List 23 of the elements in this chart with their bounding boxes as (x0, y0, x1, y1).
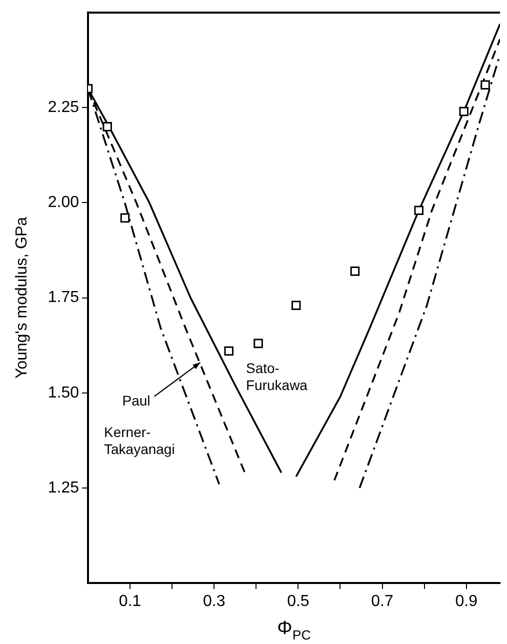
y-tick-label: 1.75 (48, 289, 80, 306)
y-tick-label: 1.50 (48, 384, 80, 402)
point (414, 206, 424, 215)
y-axis-title: Young's modulus, GPa (13, 216, 30, 379)
point (120, 213, 130, 223)
point (102, 122, 112, 132)
point (480, 80, 490, 90)
point (224, 346, 234, 356)
annotation: Kerner-Takayanagi (104, 424, 175, 457)
x-tick-label: 0.1 (118, 593, 142, 610)
annotation: Paul (122, 392, 150, 408)
x-tick-label: 0.5 (287, 593, 310, 610)
y-tick-label: 1.25 (48, 479, 80, 496)
x-tick-label: 0.3 (202, 593, 226, 610)
y-tick-label: 2.25 (48, 99, 80, 116)
point (291, 300, 301, 310)
annotation: Sato-Furukawa (246, 360, 308, 393)
x-tick-label: 0.7 (371, 593, 394, 610)
y-tick-label: 2.00 (48, 194, 80, 212)
point (459, 106, 468, 116)
point (254, 338, 263, 348)
x-tick-label: 0.9 (455, 593, 478, 610)
point (350, 266, 360, 276)
